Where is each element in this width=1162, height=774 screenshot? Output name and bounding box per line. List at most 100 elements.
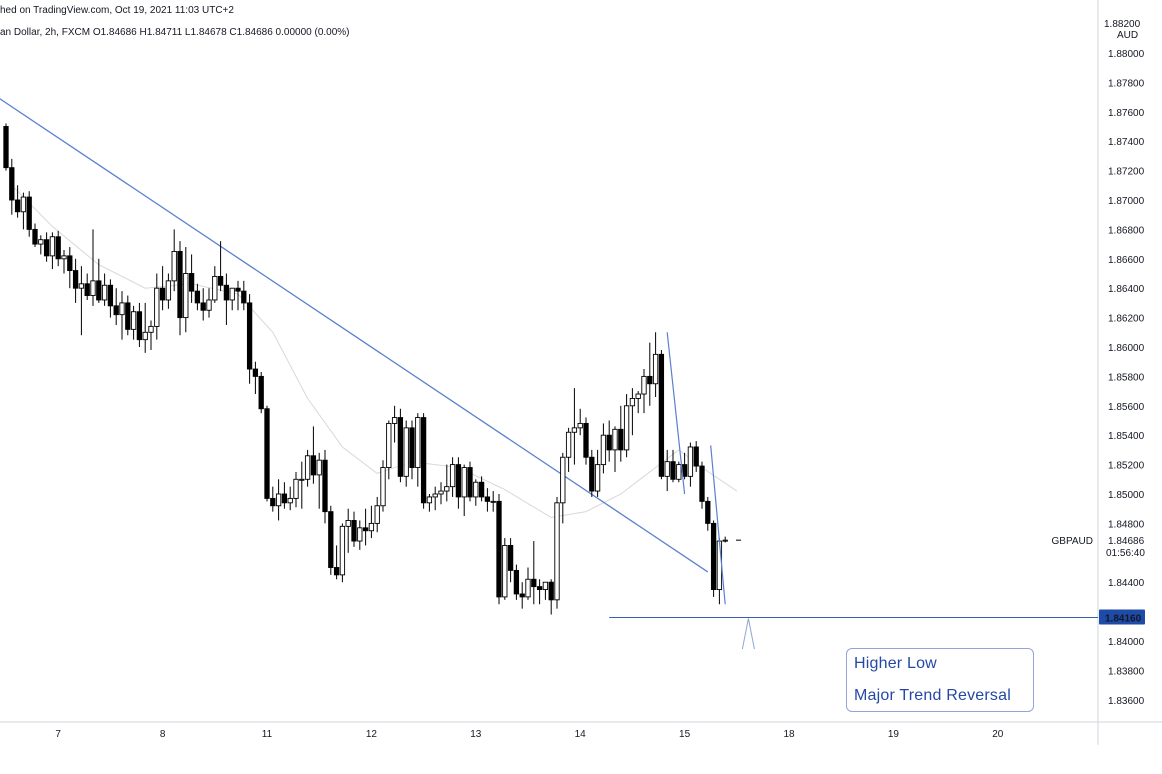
candle <box>299 461 305 509</box>
moving-average-group <box>11 184 738 519</box>
candle-body <box>606 434 612 451</box>
candle-body <box>78 283 85 289</box>
candle <box>84 273 90 300</box>
candle <box>322 449 328 524</box>
price-tick-label: 1.86000 <box>1108 343 1145 354</box>
candle-body <box>583 422 589 458</box>
time-axis-group: 7 8 11 12 13 14 15 18 19 20 <box>0 721 1162 740</box>
candle <box>380 460 386 512</box>
candle <box>600 423 607 474</box>
candle-body <box>14 199 21 213</box>
price-tick-label: 1.83800 <box>1108 666 1145 677</box>
candle-body <box>623 405 630 451</box>
candle-body <box>101 284 108 301</box>
candle <box>507 538 514 583</box>
price-tick-label: 1.87400 <box>1108 137 1145 148</box>
candle <box>72 258 79 303</box>
candle <box>293 471 299 508</box>
candle-body <box>194 290 201 304</box>
candle-body <box>502 545 508 598</box>
candles-group <box>3 123 728 615</box>
candle-body <box>565 431 572 458</box>
candle <box>345 508 351 553</box>
candle <box>623 394 630 458</box>
candle-body <box>165 280 172 301</box>
candle <box>339 523 346 583</box>
candle-body <box>229 287 235 301</box>
swing-line <box>666 332 686 495</box>
candle-body <box>281 493 288 504</box>
candle <box>67 247 73 289</box>
callout-pointer <box>741 618 755 650</box>
candle <box>531 541 537 605</box>
annotation-callout[interactable]: Higher Low Major Trend Reversal <box>846 648 1034 712</box>
candle <box>583 417 589 465</box>
candle <box>415 413 421 487</box>
candle <box>246 294 253 384</box>
candle <box>420 413 427 509</box>
candle-body <box>113 305 119 316</box>
candle <box>119 291 125 340</box>
candle <box>490 491 496 512</box>
marked-level-badge <box>1099 609 1145 625</box>
candle-body <box>513 569 520 595</box>
time-tick-label: 12 <box>366 729 378 740</box>
candle <box>409 420 415 480</box>
candle-body <box>519 593 525 598</box>
candle-body <box>293 478 299 499</box>
candle <box>223 273 230 325</box>
candle <box>606 420 612 462</box>
candle <box>287 486 293 511</box>
candle <box>560 452 566 524</box>
time-tick-label: 13 <box>470 729 482 740</box>
candle-body <box>664 461 670 477</box>
candle-body <box>287 497 293 504</box>
candle <box>565 427 572 472</box>
descending-trendline <box>0 98 709 573</box>
candle <box>519 582 525 609</box>
candle-body <box>200 302 206 311</box>
candle-body <box>275 493 282 507</box>
candle-body <box>531 578 537 588</box>
candle <box>217 241 224 292</box>
candle <box>333 545 340 580</box>
annotation-line-1: Higher Low <box>854 655 937 672</box>
candle <box>548 579 554 615</box>
candle <box>154 273 160 340</box>
candle-body <box>316 459 322 476</box>
candle <box>14 185 21 218</box>
candle-body <box>490 500 496 503</box>
candle <box>107 279 114 318</box>
time-tick-label: 8 <box>160 729 166 740</box>
price-tick-label: 1.84000 <box>1108 637 1145 648</box>
candle-body <box>3 126 9 169</box>
swing-line <box>710 445 726 605</box>
candle-body <box>351 520 357 542</box>
candle-body <box>171 250 177 282</box>
candle-body <box>432 493 438 498</box>
currency-label: AUD <box>1117 30 1138 41</box>
candle-body <box>705 500 711 524</box>
candle-body <box>217 275 224 286</box>
candle <box>391 405 398 443</box>
candle-body <box>420 417 427 504</box>
candle-body <box>374 505 380 524</box>
candle <box>571 388 578 465</box>
candle-body <box>43 239 50 257</box>
candle-body <box>409 427 415 468</box>
candle <box>641 369 647 414</box>
candle <box>357 520 363 550</box>
candle-body <box>223 284 230 301</box>
candle <box>61 249 67 274</box>
candle-body <box>438 490 444 495</box>
candle <box>55 230 61 267</box>
candle <box>165 273 172 309</box>
candle-body <box>357 527 363 542</box>
candle <box>258 371 264 414</box>
price-tick-label: 1.85800 <box>1108 372 1145 383</box>
candle <box>270 486 276 512</box>
candle-body <box>67 255 73 272</box>
candle <box>455 457 462 509</box>
